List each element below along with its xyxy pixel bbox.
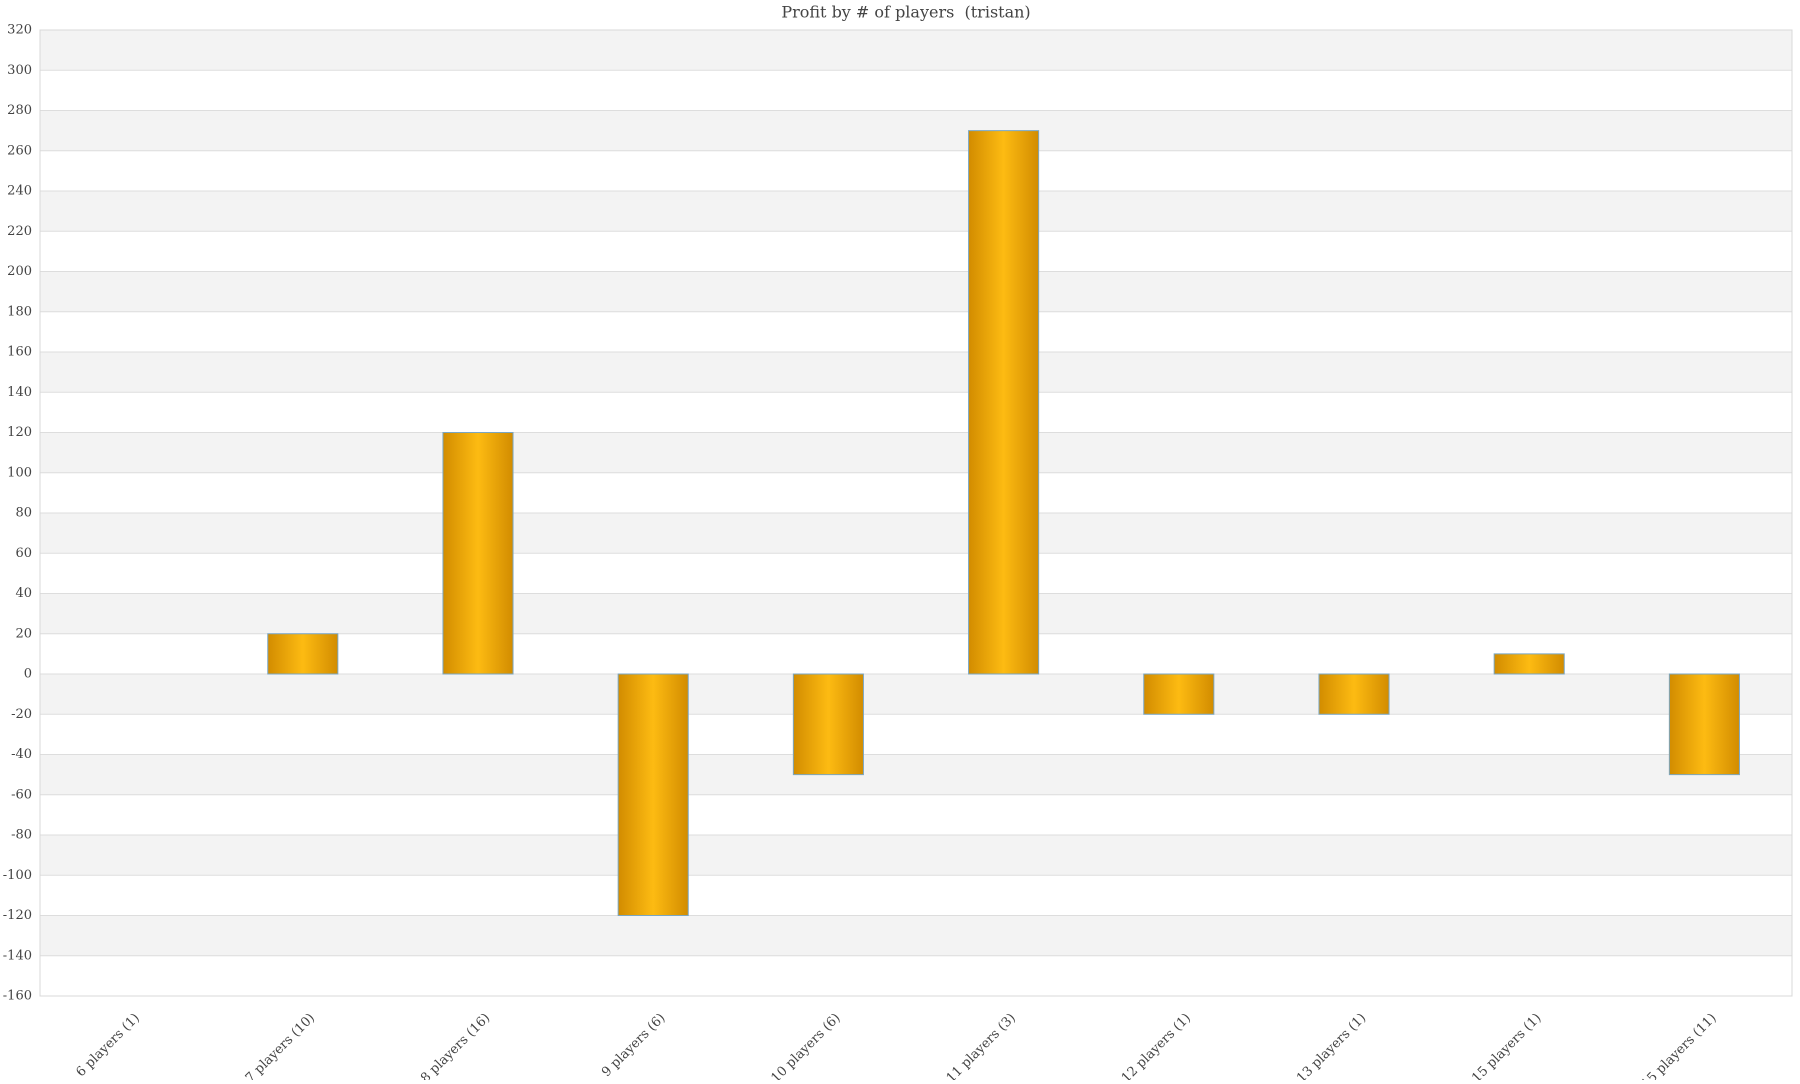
grid-band — [40, 231, 1792, 272]
bar — [792, 673, 864, 776]
grid-band — [40, 794, 1792, 835]
grid-band — [40, 835, 1792, 876]
grid-band — [40, 150, 1792, 191]
grid-band — [40, 875, 1792, 916]
y-tick-label: -140 — [3, 948, 32, 963]
y-tick-label: 180 — [7, 304, 32, 319]
y-tick-label: 120 — [7, 425, 32, 440]
x-tick-label: 9 players (6) — [599, 1011, 668, 1080]
x-tick-label: 13 players (1) — [1294, 1011, 1369, 1080]
grid-band — [40, 513, 1792, 554]
y-tick-label: 220 — [7, 224, 32, 239]
plot-border — [39, 29, 1793, 997]
y-tick-label: 100 — [7, 465, 32, 480]
x-tick-label: 15 players (1) — [1469, 1011, 1544, 1080]
bar — [1668, 673, 1740, 776]
y-tick-label: 40 — [15, 586, 32, 601]
y-tick-label: -60 — [11, 787, 32, 802]
x-tick-label: 10 players (6) — [768, 1011, 843, 1080]
y-tick-label: 80 — [15, 506, 32, 521]
y-tick-label: -100 — [3, 868, 32, 883]
x-tick-label: 7 players (10) — [243, 1011, 318, 1080]
bar — [1143, 673, 1215, 715]
grid-band — [40, 472, 1792, 513]
grid-band — [40, 30, 1792, 71]
grid-band — [40, 352, 1792, 393]
y-tick-label: -20 — [11, 707, 32, 722]
grid-band — [40, 110, 1792, 151]
y-tick-label: 160 — [7, 345, 32, 360]
y-tick-label: 320 — [7, 23, 32, 38]
plot-background — [40, 30, 1792, 996]
chart-title: Profit by # of players (tristan) — [781, 3, 1030, 22]
grid-band — [40, 714, 1792, 755]
y-tick-label: 260 — [7, 143, 32, 158]
x-tick-label: 12 players (1) — [1119, 1011, 1194, 1080]
y-tick-label: -160 — [3, 989, 32, 1004]
grid-band — [40, 915, 1792, 956]
bar — [267, 633, 339, 675]
x-tick-label: 6 players (1) — [74, 1011, 143, 1080]
y-tick-label: 240 — [7, 184, 32, 199]
bar — [1493, 653, 1565, 675]
grid-band — [40, 432, 1792, 473]
grid-band — [40, 70, 1792, 111]
y-tick-label: 200 — [7, 264, 32, 279]
y-tick-label: -120 — [3, 908, 32, 923]
grid-band — [40, 593, 1792, 634]
grid-band — [40, 553, 1792, 594]
grid-band — [40, 191, 1792, 232]
y-tick-label: 20 — [15, 626, 32, 641]
bar — [968, 130, 1040, 675]
bar — [1318, 673, 1390, 715]
grid-band — [40, 392, 1792, 433]
grid-band — [40, 271, 1792, 312]
x-tick-label: >15 players (11) — [1631, 1011, 1720, 1080]
grid-band — [40, 955, 1792, 996]
y-tick-label: 0 — [24, 667, 32, 682]
bar — [617, 673, 689, 916]
y-tick-label: 140 — [7, 385, 32, 400]
grid-band — [40, 754, 1792, 795]
bar — [442, 432, 514, 675]
y-tick-label: -40 — [11, 747, 32, 762]
x-tick-label: 11 players (3) — [944, 1011, 1019, 1080]
y-tick-label: 280 — [7, 103, 32, 118]
y-tick-label: 60 — [15, 546, 32, 561]
y-tick-label: 300 — [7, 63, 32, 78]
grid-band — [40, 311, 1792, 352]
x-tick-label: 8 players (16) — [418, 1011, 493, 1080]
y-tick-label: -80 — [11, 828, 32, 843]
grid-band — [40, 674, 1792, 715]
